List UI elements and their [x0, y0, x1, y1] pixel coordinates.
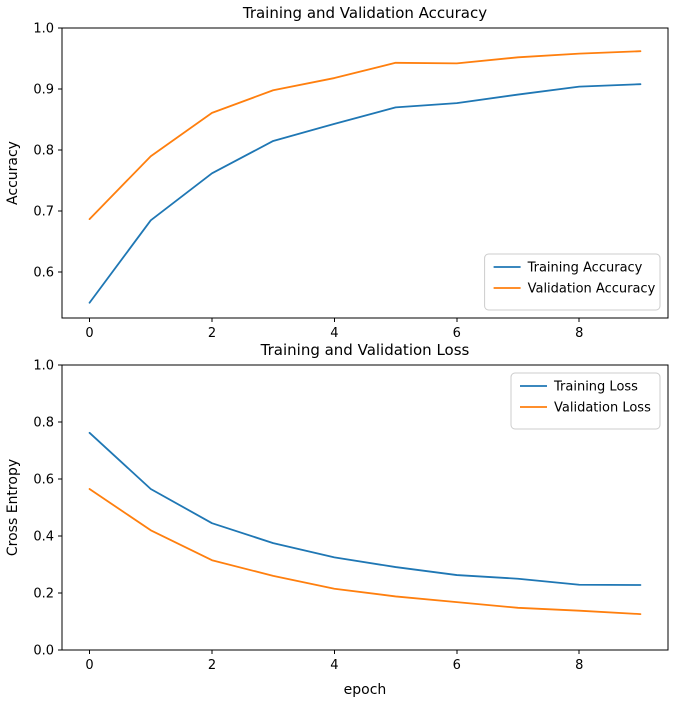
accuracy-xtick-label: 8	[575, 326, 583, 340]
accuracy-chart: Training and Validation Accuracy Accuracy…	[5, 4, 669, 340]
loss-xtick-label: 4	[330, 658, 338, 673]
accuracy-chart-title: Training and Validation Accuracy	[242, 4, 487, 22]
accuracy-ylabel: Accuracy	[5, 141, 21, 205]
loss-ytick-label: 0.6	[33, 473, 54, 488]
accuracy-xtick-label: 2	[208, 326, 216, 340]
loss-xtick-label: 8	[575, 658, 583, 673]
loss-axes-frame	[61, 364, 669, 651]
loss-ticks	[58, 364, 580, 654]
loss-chart-title: Training and Validation Loss	[260, 341, 470, 359]
accuracy-legend: Training Accuracy Validation Accuracy	[484, 253, 661, 311]
loss-chart: Training and Validation Loss Cross Entrop…	[5, 341, 669, 698]
legend-label: Validation Loss	[554, 401, 651, 416]
accuracy-xtick-label: 6	[453, 326, 461, 340]
accuracy-axes-frame	[61, 27, 669, 319]
loss-legend: Training Loss Validation Loss	[510, 372, 661, 430]
loss-ytick-label: 0.8	[33, 416, 54, 431]
accuracy-ytick-label: 1.0	[33, 22, 54, 37]
loss-xtick-label: 0	[85, 658, 93, 673]
series-line-validation-loss	[88, 488, 642, 615]
series-line-validation-accuracy	[88, 50, 642, 220]
accuracy-ytick-label: 0.8	[33, 144, 54, 159]
loss-ytick-label: 0.4	[33, 530, 54, 545]
loss-ytick-label: 1.0	[33, 359, 54, 374]
legend-label: Validation Accuracy	[528, 282, 656, 297]
legend-label: Training Accuracy	[527, 261, 643, 276]
accuracy-ytick-label: 0.9	[33, 83, 54, 98]
accuracy-ytick-label: 0.7	[33, 205, 54, 220]
loss-xtick-label: 2	[208, 658, 216, 673]
loss-ytick-label: 0.2	[33, 587, 54, 602]
accuracy-xtick-label: 4	[330, 326, 338, 340]
loss-xtick-label: 6	[453, 658, 461, 673]
loss-ylabel: Cross Entropy	[5, 459, 21, 556]
legend-label: Training Loss	[553, 380, 638, 395]
accuracy-xtick-label: 0	[85, 326, 93, 340]
series-line-training-loss	[88, 431, 642, 586]
series-line-training-accuracy	[88, 83, 642, 304]
loss-xlabel: epoch	[344, 682, 387, 698]
loss-ytick-label: 0.0	[33, 644, 54, 659]
accuracy-ytick-label: 0.6	[33, 266, 54, 281]
accuracy-ticks	[58, 27, 580, 322]
